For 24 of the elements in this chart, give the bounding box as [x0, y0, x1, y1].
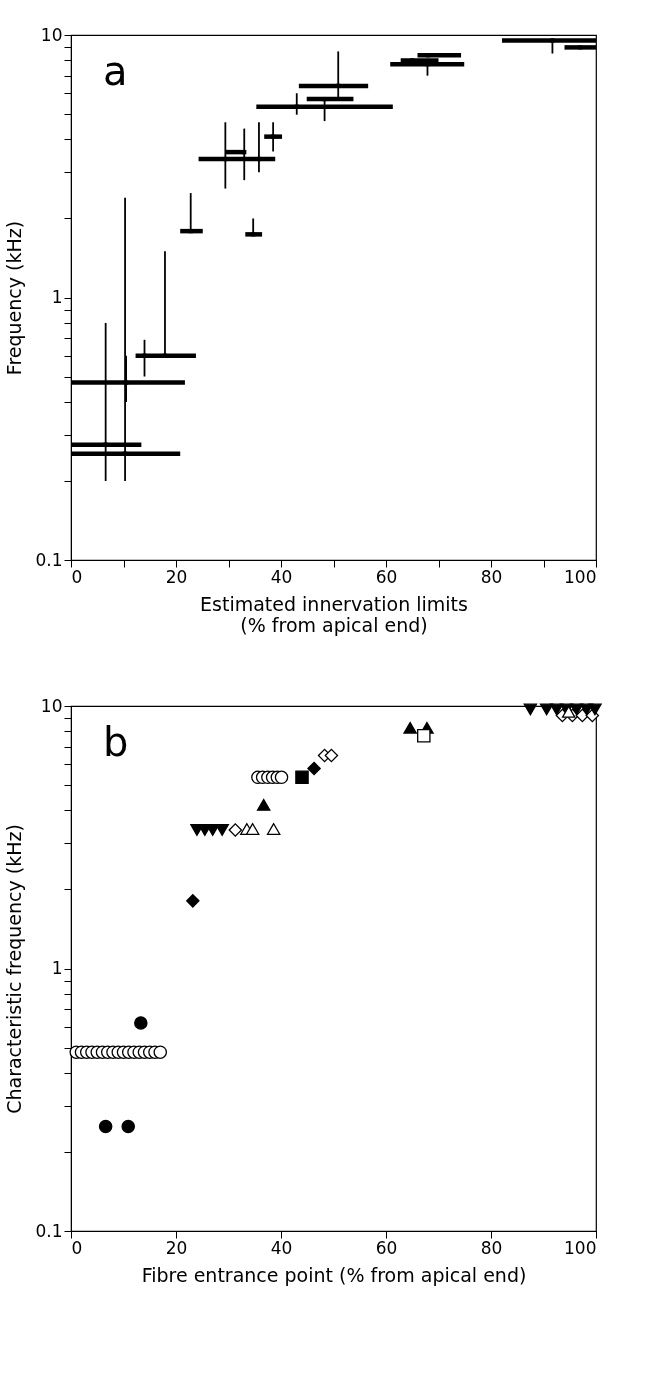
y-tick-label: 10	[40, 695, 63, 716]
x-tick-label: 80	[480, 1237, 503, 1258]
x-tick-label: 20	[165, 1237, 188, 1258]
y-axis-title: Frequency (kHz)	[3, 220, 26, 376]
x-tick-label: 100	[564, 1237, 597, 1258]
y-axis-title: Characteristic frequency (kHz)	[3, 824, 26, 1114]
y-tick-label: 1	[51, 287, 63, 307]
y-tick-label: 0.1	[35, 1220, 63, 1241]
y-tick-label: 10	[40, 24, 63, 45]
x-tick-label: 80	[480, 566, 503, 587]
annotation: b	[103, 719, 129, 765]
x-tick-label: 40	[270, 566, 293, 587]
x-tick-label: 100	[564, 566, 597, 587]
x-tick-label: 60	[375, 566, 398, 587]
x-tick-label: 0	[71, 566, 83, 587]
x-tick-label: 60	[375, 1237, 398, 1258]
x-axis-title: Estimated innervation limits (% from apical end)	[200, 592, 468, 636]
y-tick-label: 0.1	[35, 549, 63, 570]
annotation: a	[103, 48, 128, 94]
x-tick-label: 20	[165, 566, 188, 587]
x-axis-title: Fibre entrance point (% from apical end)	[141, 1263, 527, 1286]
y-tick-label: 1	[51, 958, 63, 978]
x-tick-label: 40	[270, 1237, 293, 1258]
x-tick-label: 0	[71, 1237, 83, 1258]
